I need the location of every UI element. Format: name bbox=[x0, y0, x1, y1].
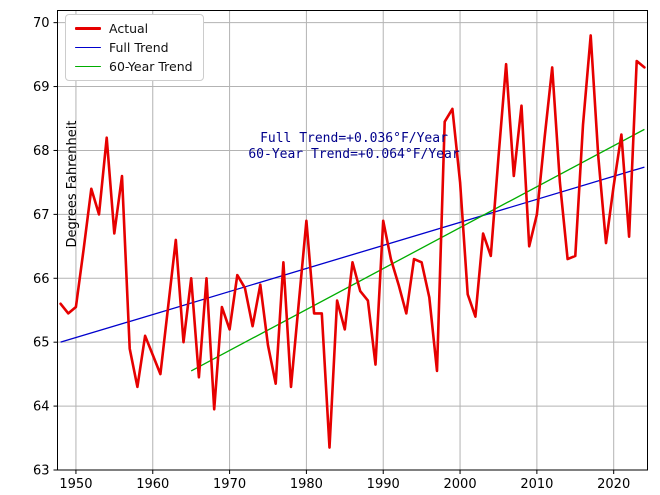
legend-item-full-trend: Full Trend bbox=[75, 40, 193, 55]
x-tick-label: 2000 bbox=[444, 477, 477, 492]
sixty-year-trend-annotation-line: 60-Year Trend=+0.064°F/Year bbox=[248, 146, 460, 162]
y-tick-label: 64 bbox=[33, 400, 50, 415]
y-axis-label: Degrees Fahrenheit bbox=[64, 120, 80, 248]
legend-item-actual: Actual bbox=[75, 21, 193, 36]
x-tick-label: 2020 bbox=[597, 477, 630, 492]
legend-item-60-year-trend: 60-Year Trend bbox=[75, 59, 193, 74]
x-tick-label: 1970 bbox=[213, 477, 246, 492]
y-tick-label: 69 bbox=[33, 80, 50, 95]
y-tick-label: 66 bbox=[33, 272, 50, 287]
trend-annotation: Full Trend=+0.036°F/Year 60-Year Trend=+… bbox=[248, 131, 459, 162]
actual-line-swatch bbox=[75, 27, 101, 30]
x-tick-label: 1980 bbox=[290, 477, 323, 492]
y-tick-label: 68 bbox=[33, 144, 50, 159]
x-tick-label: 1960 bbox=[136, 477, 169, 492]
plot-border bbox=[57, 10, 648, 471]
full-trend-line bbox=[60, 166, 645, 343]
legend: Actual Full Trend 60-Year Trend bbox=[65, 14, 204, 81]
full-trend-line-swatch bbox=[75, 46, 101, 49]
legend-label: Full Trend bbox=[109, 40, 169, 55]
y-tick-label: 67 bbox=[33, 208, 50, 223]
y-tick-label: 70 bbox=[33, 16, 50, 31]
y-tick-label: 65 bbox=[33, 336, 50, 351]
sixty-year-trend-line-swatch bbox=[75, 65, 101, 68]
full-trend-annotation-line: Full Trend=+0.036°F/Year bbox=[260, 131, 448, 146]
x-tick-label: 2010 bbox=[520, 477, 553, 492]
y-tick-label: 63 bbox=[33, 464, 50, 479]
legend-label: 60-Year Trend bbox=[109, 59, 193, 74]
actual-line bbox=[59, 34, 646, 449]
x-tick-label: 1990 bbox=[367, 477, 400, 492]
x-tick-label: 1950 bbox=[59, 477, 92, 492]
legend-label: Actual bbox=[109, 21, 149, 36]
